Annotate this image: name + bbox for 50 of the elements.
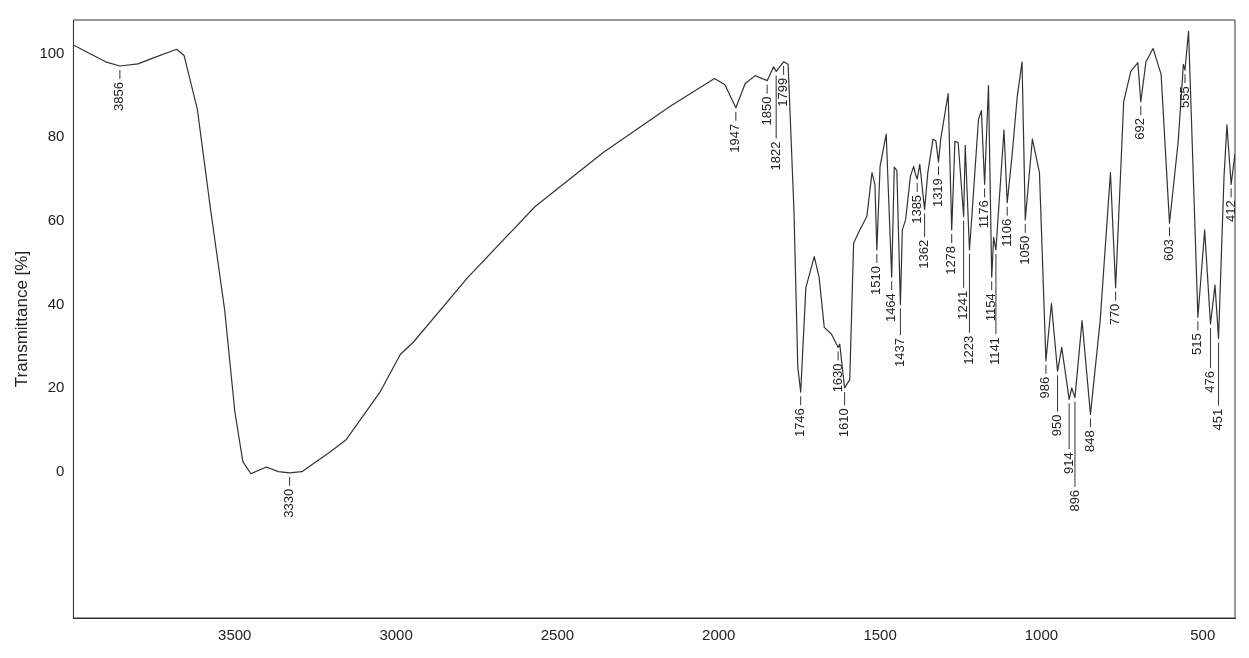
annotation: 1278 (943, 245, 959, 275)
annotation: 1610 (836, 408, 852, 438)
annotation: 1050 (1016, 235, 1032, 265)
annotation: 1464 (883, 293, 899, 323)
annotation: 1241 (955, 290, 971, 320)
annotation: 412 (1222, 200, 1238, 223)
annotation: 1141 (987, 337, 1003, 366)
x-tick-label: 3000 (379, 626, 413, 644)
y-tick-label: 0 (56, 461, 65, 479)
annotation: 1746 (792, 408, 808, 438)
annotation: 1362 (916, 239, 932, 269)
annotation: 848 (1082, 430, 1098, 453)
x-tick-label: 2500 (540, 626, 575, 644)
annotation: 3330 (281, 488, 297, 518)
annotation: 1223 (961, 335, 977, 365)
annotation: 986 (1037, 376, 1053, 399)
annotation: 476 (1202, 371, 1218, 393)
annotation: 1822 (767, 141, 783, 171)
y-tick-label: 80 (47, 127, 65, 145)
annotation: 896 (1066, 489, 1082, 512)
x-tick-label: 3500 (218, 626, 252, 644)
y-tick-label: 100 (39, 43, 65, 61)
annotation: 1850 (758, 96, 774, 126)
y-tick-label: 20 (47, 378, 65, 396)
annotation: 1385 (908, 194, 924, 224)
annotation: 1154 (983, 293, 999, 322)
y-axis-title: Transmittance [%] (11, 250, 31, 388)
annotation: 692 (1132, 117, 1148, 140)
x-tick-label: 2000 (702, 626, 736, 644)
y-tick-label: 60 (47, 210, 65, 228)
annotation: 1510 (868, 266, 884, 295)
annotation: 1799 (775, 77, 791, 107)
annotation: 914 (1060, 452, 1076, 474)
annotation: 451 (1210, 408, 1226, 431)
annotation: 1437 (891, 338, 907, 368)
annotation: 555 (1176, 86, 1192, 108)
annotation: 1630 (829, 363, 845, 393)
annotation: 770 (1107, 303, 1123, 326)
annotation: 950 (1049, 414, 1065, 437)
annotation: 1176 (976, 200, 992, 229)
y-tick-label: 40 (47, 294, 65, 312)
annotation: 1947 (727, 123, 743, 153)
x-tick-label: 500 (1190, 626, 1216, 644)
annotation: 1106 (998, 218, 1014, 247)
annotation: 603 (1161, 239, 1177, 261)
annotation: 3856 (111, 82, 127, 111)
annotation: 515 (1189, 333, 1205, 356)
x-tick-label: 1000 (1024, 626, 1059, 644)
annotation: 1319 (930, 178, 946, 208)
x-tick-label: 1500 (863, 626, 897, 644)
